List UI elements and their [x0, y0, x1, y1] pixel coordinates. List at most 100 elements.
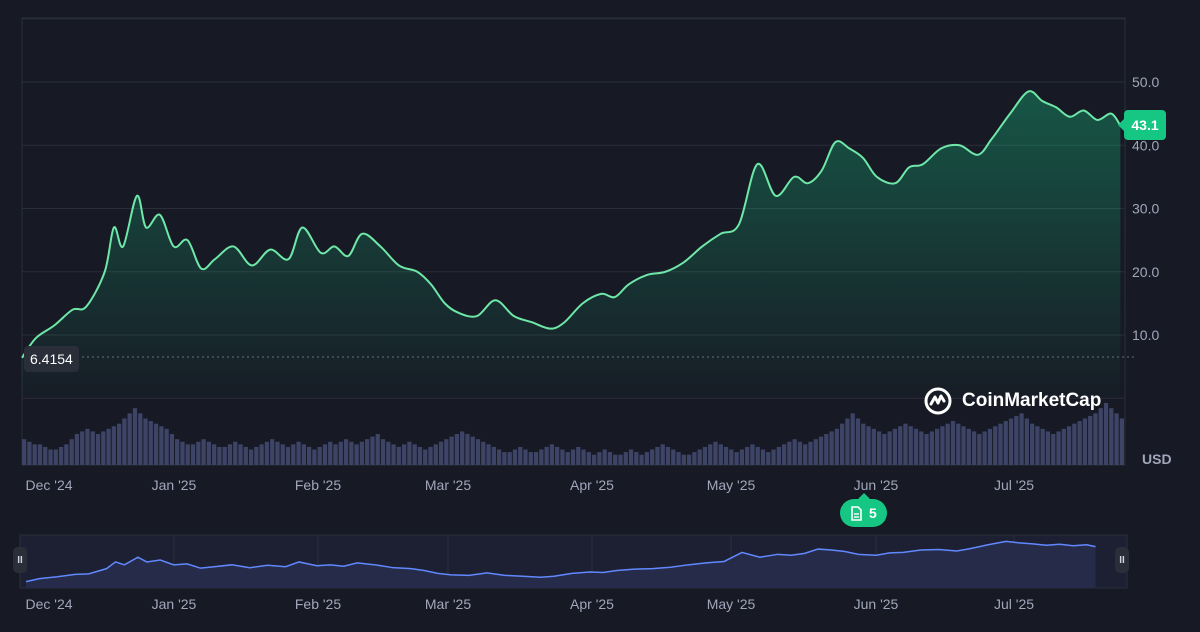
volume-bar	[433, 444, 438, 465]
volume-bar	[560, 449, 565, 465]
volume-bar	[644, 452, 650, 465]
volume-bar	[945, 423, 950, 465]
volume-bar	[892, 428, 898, 465]
volume-bar	[655, 446, 660, 465]
navigator-x-tick-label: Dec '24	[25, 596, 72, 612]
navigator-handle-left[interactable]: II	[13, 547, 27, 573]
volume-bar	[855, 418, 861, 465]
volume-bar	[280, 444, 285, 465]
volume-bar	[824, 434, 829, 465]
volume-bar	[507, 452, 512, 465]
volume-bar	[650, 449, 655, 465]
volume-bar	[164, 428, 169, 465]
x-tick-label: Apr '25	[570, 477, 614, 493]
navigator-x-tick-label: Mar '25	[425, 596, 471, 612]
volume-bar	[813, 439, 818, 465]
volume-bar	[792, 439, 797, 465]
volume-bar	[1098, 408, 1103, 465]
volume-bar	[1008, 418, 1014, 465]
volume-bar	[401, 444, 407, 465]
volume-bar	[597, 452, 602, 465]
volume-bar	[1119, 418, 1124, 465]
volume-bar	[665, 446, 671, 465]
volume-bar	[259, 444, 264, 465]
volume-bar	[248, 449, 254, 465]
navigator-x-tick-label: Jan '25	[152, 596, 197, 612]
volume-bar	[254, 446, 259, 465]
volume-bar	[818, 436, 824, 465]
volume-bar	[977, 434, 982, 465]
volume-bar	[734, 452, 739, 465]
volume-bar	[64, 444, 69, 465]
currency-label: USD	[1142, 451, 1172, 467]
volume-bar	[692, 452, 697, 465]
volume-bar	[1082, 418, 1088, 465]
volume-bar	[956, 423, 961, 465]
volume-bar	[486, 444, 491, 465]
volume-bar	[132, 408, 138, 465]
navigator-handle-right[interactable]: II	[1115, 547, 1129, 573]
volume-bar	[803, 444, 808, 465]
navigator-x-tick-label: Jul '25	[994, 596, 1034, 612]
volume-bar	[238, 444, 243, 465]
volume-bar	[349, 441, 354, 465]
volume-bar	[623, 452, 628, 465]
y-tick-label: 20.0	[1132, 264, 1159, 280]
volume-bar	[660, 444, 665, 465]
volume-bar	[206, 441, 211, 465]
volume-bar	[127, 413, 132, 465]
volume-bar	[739, 449, 745, 465]
navigator-x-tick-label: Feb '25	[295, 596, 341, 612]
x-tick-label: Mar '25	[425, 477, 471, 493]
volume-bar	[217, 446, 222, 465]
volume-bar	[570, 449, 576, 465]
volume-bar	[211, 444, 217, 465]
volume-bar	[708, 444, 713, 465]
volume-bar	[491, 446, 496, 465]
volume-bar	[1030, 423, 1035, 465]
volume-bar	[301, 444, 306, 465]
volume-bar	[175, 439, 180, 465]
volume-bar	[797, 441, 803, 465]
volume-bar	[138, 413, 143, 465]
volume-bar	[407, 441, 412, 465]
navigator[interactable]: Dec '24 Jan '25 Feb '25 Mar '25 Apr '25 May '…	[19, 534, 1128, 612]
volume-bar	[681, 454, 686, 465]
volume-bar	[80, 431, 85, 465]
volume-bar	[270, 439, 275, 465]
volume-bar	[676, 452, 681, 465]
x-tick-label: Feb '25	[295, 477, 341, 493]
volume-bar	[1088, 415, 1093, 465]
volume-bar	[607, 452, 613, 465]
volume-bar	[950, 421, 956, 465]
volume-bar	[470, 436, 475, 465]
volume-bar	[1014, 415, 1019, 465]
news-badge[interactable]: 5	[840, 493, 887, 527]
volume-bar	[201, 439, 206, 465]
volume-bar	[518, 446, 523, 465]
volume-bar	[423, 449, 428, 465]
volume-bar	[1056, 431, 1061, 465]
brand-name: CoinMarketCap	[962, 390, 1102, 411]
volume-bar	[512, 449, 518, 465]
volume-bar	[438, 441, 444, 465]
volume-bar	[43, 446, 48, 465]
volume-bar	[702, 446, 708, 465]
volume-bar	[750, 444, 755, 465]
volume-bar	[222, 446, 227, 465]
volume-bar	[581, 449, 586, 465]
volume-bar	[639, 454, 644, 465]
volume-bar	[122, 418, 127, 465]
volume-bar	[391, 444, 396, 465]
price-area-fill	[22, 91, 1121, 398]
volume-bar	[296, 441, 301, 465]
volume-bar	[143, 418, 148, 465]
volume-bar	[924, 434, 929, 465]
volume-bar	[285, 446, 291, 465]
volume-bar	[460, 431, 465, 465]
volume-bar	[444, 439, 449, 465]
document-icon	[851, 505, 862, 521]
price-area	[21, 90, 1122, 398]
volume-bar	[613, 454, 618, 465]
